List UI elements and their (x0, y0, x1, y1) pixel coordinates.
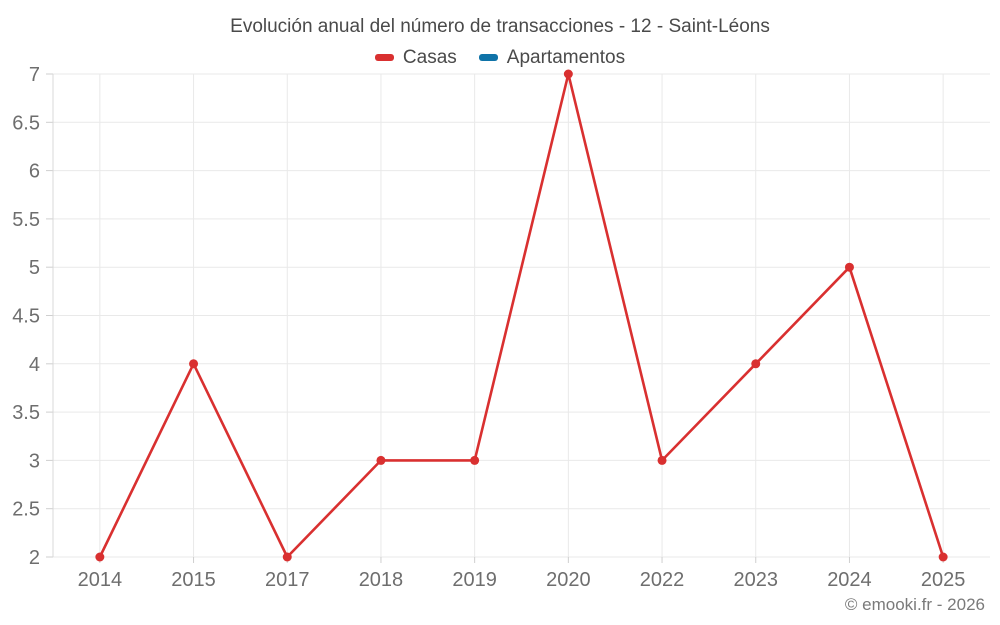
y-axis-tick-label: 5.5 (12, 209, 40, 231)
y-axis-tick-label: 3.5 (12, 402, 40, 424)
y-axis-tick-label: 5 (29, 257, 40, 279)
legend-label-apartamentos: Apartamentos (506, 47, 626, 68)
chart-legend: Casas Apartamentos (0, 48, 1000, 67)
y-axis-tick-label: 4 (29, 354, 40, 376)
x-axis-tick-label: 2015 (171, 569, 216, 591)
x-axis-tick-label: 2020 (546, 569, 591, 591)
data-point-casas-2019[interactable] (470, 455, 480, 465)
y-axis-tick-label: 6.5 (12, 112, 40, 134)
x-axis-tick-label: 2024 (827, 569, 872, 591)
y-axis-tick-label: 4.5 (12, 306, 40, 328)
x-axis-tick-label: 2025 (921, 569, 966, 591)
legend-swatch-apartamentos-icon (478, 54, 498, 61)
x-axis-tick-label: 2019 (452, 569, 497, 591)
x-axis-tick-label: 2014 (78, 569, 123, 591)
data-point-casas-2020[interactable] (563, 69, 573, 79)
legend-swatch-casas-icon (374, 54, 394, 61)
legend-item-apartamentos[interactable]: Apartamentos (478, 47, 626, 68)
data-point-casas-2018[interactable] (376, 455, 386, 465)
x-axis-tick-label: 2017 (265, 569, 310, 591)
legend-item-casas[interactable]: Casas (374, 47, 457, 68)
legend-label-casas: Casas (402, 47, 457, 68)
series-line-casas (98, 72, 945, 559)
data-point-casas-2022[interactable] (657, 455, 667, 465)
y-axis-tick-label: 3 (29, 450, 40, 472)
data-point-casas-2015[interactable] (189, 359, 199, 369)
y-axis-tick-label: 7 (29, 64, 40, 86)
copyright-credit: © emooki.fr - 2026 (844, 595, 985, 614)
data-point-casas-2025[interactable] (938, 552, 948, 562)
data-point-casas-2024[interactable] (844, 262, 854, 272)
y-axis-tick-label: 6 (29, 161, 40, 183)
data-point-casas-2023[interactable] (751, 359, 761, 369)
x-axis-tick-label: 2023 (734, 569, 779, 591)
chart-title: Evolución anual del número de transaccio… (230, 16, 770, 37)
data-point-casas-2014[interactable] (95, 552, 105, 562)
y-axis-tick-label: 2 (29, 547, 40, 569)
data-point-casas-2017[interactable] (282, 552, 292, 562)
y-axis-tick-label: 2.5 (12, 499, 40, 521)
x-axis-tick-label: 2022 (640, 569, 685, 591)
x-axis-tick-label: 2018 (359, 569, 404, 591)
